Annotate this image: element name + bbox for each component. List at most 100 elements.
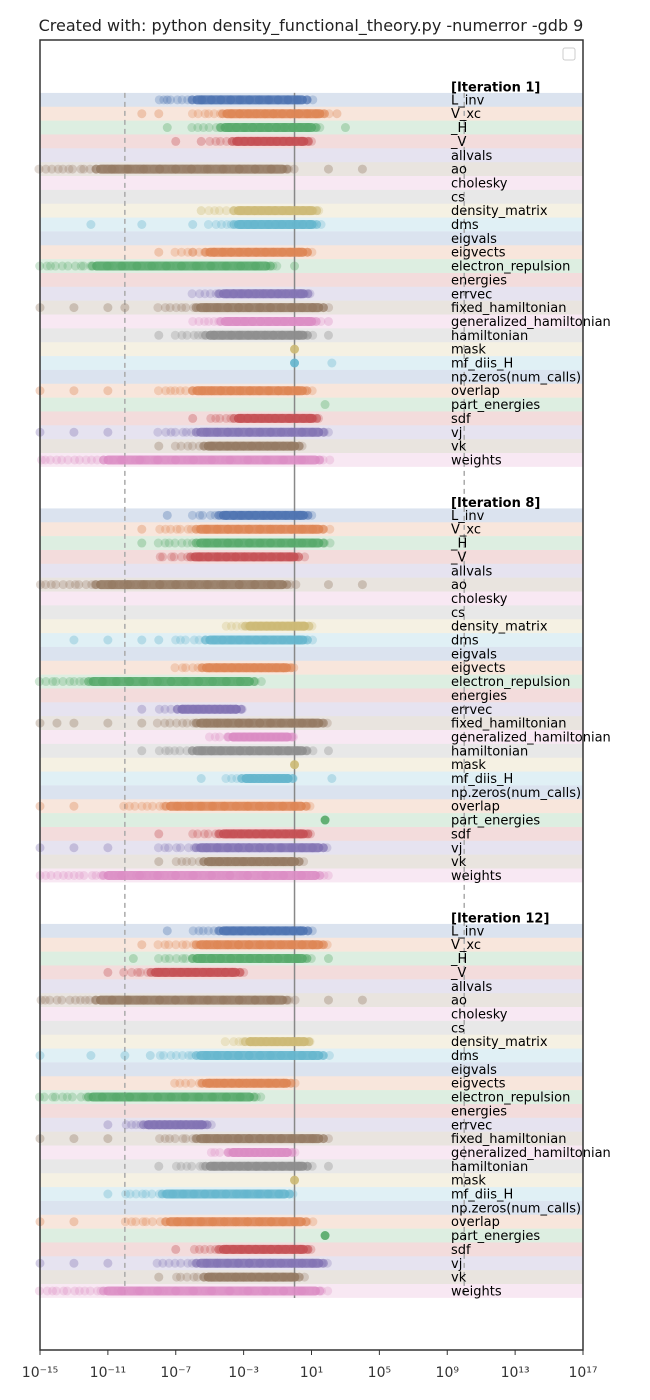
outlier-point (357, 995, 367, 1005)
outlier-point (69, 427, 79, 437)
row-labels: [Iteration 1]L_invV_xc_H_Vallvalsaochole… (450, 81, 611, 1300)
data-point (58, 677, 68, 687)
row-label: part_energies (451, 398, 540, 413)
data-point (79, 164, 89, 174)
data-core (201, 663, 291, 673)
row-label: overlap (451, 1215, 500, 1230)
data-point (171, 940, 181, 950)
data-point (256, 677, 266, 687)
data-point (222, 220, 232, 229)
data-core (205, 247, 308, 257)
data-point (64, 164, 74, 174)
data-point (187, 289, 197, 299)
row-label: cs (451, 190, 465, 205)
data-point (121, 1120, 131, 1130)
data-point (182, 718, 192, 728)
data-core (196, 940, 324, 950)
row-band (40, 1228, 583, 1243)
outlier-point (69, 1217, 79, 1227)
data-core (103, 455, 320, 465)
row-band (40, 646, 583, 661)
data-point (193, 330, 203, 340)
row-label: cholesky (451, 592, 508, 607)
data-point (172, 95, 182, 105)
x-axis: 10⁻¹⁵ 10⁻¹¹ 10⁻⁷ 10⁻³ 10¹ 10⁵ 10⁹ 10¹³ 10¹⁷ (22, 1350, 598, 1381)
row-label: generalized_hamiltonian (451, 730, 611, 745)
data-point (63, 261, 73, 271)
data-point (325, 538, 335, 548)
data-core (192, 954, 307, 964)
row-label: _H (450, 537, 467, 552)
data-point (171, 857, 181, 867)
data-core (205, 635, 308, 645)
data-point (184, 1051, 194, 1060)
data-point (153, 940, 163, 950)
data-point (164, 940, 174, 950)
data-point (170, 663, 180, 673)
data-point (177, 552, 187, 562)
data-point (153, 427, 163, 437)
row-label: energies (451, 273, 507, 288)
data-point (76, 1092, 86, 1102)
data-point (178, 1134, 188, 1144)
row-label: vj (451, 841, 462, 856)
outlier-point (154, 829, 164, 839)
data-point (176, 441, 186, 451)
data-point (187, 1161, 197, 1171)
data-point (153, 303, 163, 313)
data-point (272, 261, 282, 271)
outlier-point (162, 510, 172, 520)
data-point (141, 1217, 151, 1227)
data-point (57, 261, 67, 271)
outlier-point (137, 524, 147, 534)
row-label: overlap (451, 384, 500, 399)
data-core (95, 580, 287, 590)
data-core (162, 1189, 290, 1199)
data-point (182, 1272, 192, 1282)
data-point (181, 303, 191, 313)
row-band (40, 148, 583, 163)
outlier-point (162, 926, 172, 936)
x-tick-label: 10⁹ (436, 1365, 460, 1381)
data-point (204, 732, 214, 742)
data-point (166, 427, 176, 437)
data-point (172, 718, 182, 728)
row-band (40, 730, 583, 744)
row-label: eigvects (451, 1077, 506, 1092)
data-point (290, 760, 300, 770)
data-point (232, 621, 242, 631)
data-point (86, 455, 96, 465)
data-point (153, 538, 163, 548)
row-band (40, 605, 583, 620)
data-point (210, 206, 220, 216)
data-point (160, 1134, 170, 1144)
outlier-point (128, 954, 138, 964)
data-point (206, 413, 216, 423)
data-point (141, 1189, 151, 1199)
data-point (58, 1092, 68, 1102)
outlier-point (103, 427, 113, 437)
row-label: vk (451, 855, 467, 870)
data-point (189, 330, 199, 340)
outlier-point (323, 316, 333, 326)
row-label: vk (451, 440, 467, 455)
data-point (41, 677, 51, 687)
data-point (170, 1134, 180, 1144)
data-point (290, 344, 300, 354)
data-point (166, 704, 176, 714)
row-label: errvec (451, 703, 492, 718)
data-point (178, 940, 188, 950)
row-label: vk (451, 1271, 467, 1286)
data-point (59, 1286, 69, 1296)
outlier-point (120, 303, 130, 313)
data-point (42, 1286, 52, 1296)
row-band (40, 1062, 583, 1077)
data-point (154, 746, 164, 756)
data-core (228, 732, 292, 742)
data-point (176, 1272, 186, 1282)
data-point (291, 580, 301, 590)
row-label: V_xc (451, 107, 481, 122)
row-label: ao (451, 578, 467, 593)
outlier-point (162, 123, 172, 133)
